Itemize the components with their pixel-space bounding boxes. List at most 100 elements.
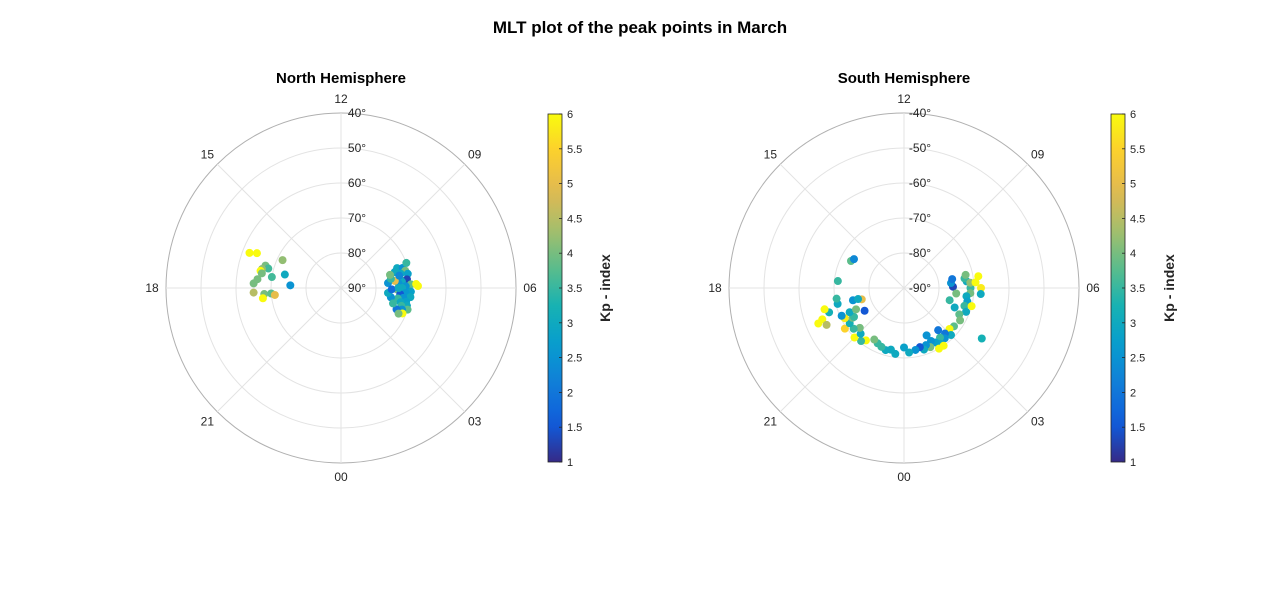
north-spoke: [340, 287, 466, 413]
south-colorbar-tick-label: 6: [1130, 109, 1136, 121]
south-colorbar-tick-label: 3.5: [1130, 283, 1145, 295]
south-data-point: [961, 270, 970, 279]
south-data-point: [870, 335, 879, 344]
north-colorbar-tick-label: 2: [567, 387, 573, 399]
south-colorbar-tick-label: 1: [1130, 457, 1136, 469]
south-data-point: [857, 337, 866, 346]
south-data-point: [922, 331, 931, 340]
south-data-point: [977, 334, 986, 343]
south-colorbar-tick-label: 2: [1130, 387, 1136, 399]
north-theta-label: 00: [334, 470, 348, 484]
north-r-label: 40°: [348, 106, 366, 120]
south-data-point: [856, 329, 865, 338]
south-data-point: [849, 324, 858, 333]
south-r-label: -70°: [909, 211, 931, 225]
south-spoke: [779, 163, 905, 289]
south-data-point: [832, 294, 841, 303]
north-colorbar-tick-label: 5.5: [567, 144, 582, 156]
north-colorbar-tick-label: 4: [567, 248, 573, 260]
north-theta-label: 03: [468, 415, 482, 429]
south-colorbar-tick-label: 1.5: [1130, 422, 1145, 434]
north-spoke: [340, 163, 466, 289]
north-r-label: 50°: [348, 141, 366, 155]
south-theta-label: 18: [708, 281, 722, 295]
south-data-point: [855, 323, 864, 332]
south-spoke: [903, 163, 1029, 289]
south-theta-label: 00: [897, 470, 911, 484]
north-theta-label: 15: [201, 147, 215, 161]
north-data-point: [286, 281, 295, 290]
north-data-point: [252, 249, 261, 258]
north-data-point: [249, 288, 258, 297]
north-data-point: [270, 290, 279, 299]
north-data-point: [257, 269, 266, 278]
south-data-point: [948, 275, 957, 284]
south-data-point: [974, 272, 983, 281]
south-theta-label: 03: [1031, 415, 1045, 429]
north-data-point: [387, 285, 396, 294]
north-data-point: [245, 248, 254, 257]
south-theta-label: 09: [1031, 147, 1045, 161]
north-data-point: [280, 270, 289, 279]
south-r-label: -90°: [909, 281, 931, 295]
south-colorbar-tick-label: 2.5: [1130, 353, 1145, 365]
south-data-point: [945, 296, 954, 305]
south-r-label: -40°: [909, 106, 931, 120]
south-theta-label: 15: [764, 147, 778, 161]
south-colorbar-tick-label: 5: [1130, 179, 1136, 191]
south-colorbar-tick-label: 4.5: [1130, 213, 1145, 225]
south-data-point: [952, 289, 961, 298]
south-data-point: [911, 345, 920, 354]
north-spoke: [216, 287, 342, 413]
south-data-point: [935, 344, 943, 353]
south-hemisphere-plot: South Hemisphere 12 09 06 03 00 21 18 15 -40° -5…: [708, 70, 1100, 484]
south-theta-label: 21: [764, 415, 778, 429]
south-theta-label: 12: [897, 92, 911, 106]
south-data-point: [900, 343, 908, 352]
north-r-label: 60°: [348, 176, 366, 190]
south-data-point: [905, 348, 914, 357]
north-data-point: [249, 279, 258, 288]
north-r-label: 90°: [348, 281, 366, 295]
south-colorbar-tick-label: 4: [1130, 248, 1136, 260]
south-data-point: [850, 333, 859, 342]
south-data-point: [955, 310, 964, 319]
south-data-point: [849, 255, 858, 264]
north-r-label: 80°: [348, 246, 366, 260]
north-data-point: [413, 281, 422, 290]
north-colorbar-tick-label: 1.5: [567, 422, 582, 434]
south-data-point: [840, 324, 849, 333]
north-theta-label: 06: [523, 281, 537, 295]
south-data-point: [971, 278, 980, 287]
south-r-label: -80°: [909, 246, 931, 260]
north-colorbar-label: Kp - index: [597, 254, 613, 322]
south-colorbar-tick-label: 5.5: [1130, 144, 1145, 156]
south-data-point: [814, 319, 823, 328]
north-colorbar-tick-label: 6: [567, 109, 573, 121]
south-data-point: [976, 290, 985, 299]
south-theta-label: 06: [1086, 281, 1100, 295]
south-spoke: [903, 287, 1029, 413]
north-theta-label: 18: [145, 281, 159, 295]
north-colorbar: Kp - index 1 1.5 2 2.5 3 3.5 4 4.5 5 5.5 6: [547, 109, 613, 469]
north-colorbar-tick-label: 3: [567, 318, 573, 330]
north-plot-title: North Hemisphere: [276, 70, 406, 87]
north-colorbar-tick-label: 3.5: [567, 283, 582, 295]
north-data-point: [394, 309, 403, 318]
north-r-label: 70°: [348, 211, 366, 225]
south-data-point: [852, 305, 861, 314]
south-data-point: [833, 277, 842, 286]
south-data-point: [947, 331, 956, 340]
north-colorbar-tick-label: 2.5: [567, 353, 582, 365]
north-colorbar-tick-label: 5: [567, 179, 573, 191]
south-data-point: [967, 302, 976, 311]
south-r-label: -50°: [909, 141, 931, 155]
south-colorbar: Kp - index 1 1.5 2 2.5 3 3.5 4 4.5 5 5.5 6: [1110, 109, 1177, 469]
north-theta-label: 21: [201, 415, 215, 429]
south-data-point: [837, 311, 846, 320]
north-theta-label: 09: [468, 147, 482, 161]
north-data-point: [394, 284, 403, 292]
north-data-point: [386, 270, 395, 279]
south-plot-title: South Hemisphere: [838, 70, 971, 87]
